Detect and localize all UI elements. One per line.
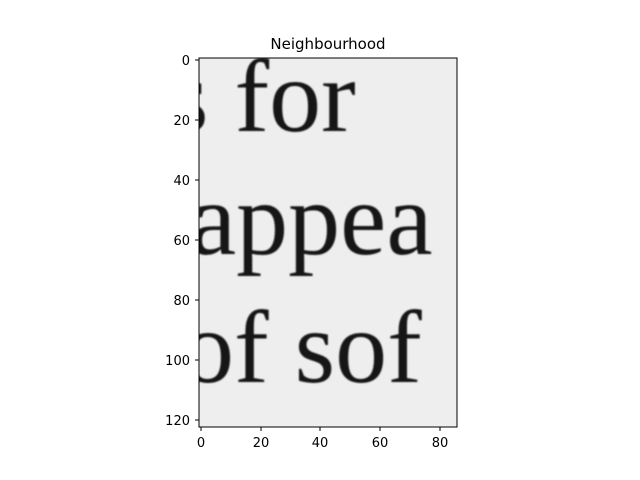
- text-line-3: of sof: [182, 290, 422, 405]
- image-crop: s for appea of sof: [168, 39, 457, 427]
- x-tick-label: 40: [312, 436, 329, 451]
- y-tick-label: 0: [182, 54, 190, 69]
- plot-title: Neighbourhood: [270, 35, 385, 53]
- paper-background: [199, 58, 457, 427]
- axes-frame: [198, 57, 458, 428]
- y-tick-label: 80: [173, 294, 190, 309]
- text-line-2: appea: [190, 162, 432, 277]
- y-axis: 0 20 40 60 80 100 120: [165, 54, 199, 429]
- y-tick-label: 100: [165, 354, 190, 369]
- x-tick-label: 60: [372, 436, 389, 451]
- x-axis: 0 20 40 60 80: [197, 427, 448, 451]
- x-tick-label: 20: [253, 436, 270, 451]
- y-tick-label: 60: [173, 234, 190, 249]
- y-tick-label: 120: [165, 414, 190, 429]
- text-line-1: s for: [168, 39, 356, 154]
- x-tick-label: 80: [432, 436, 449, 451]
- y-tick-label: 20: [173, 114, 190, 129]
- x-tick-label: 0: [197, 436, 205, 451]
- y-tick-label: 40: [173, 174, 190, 189]
